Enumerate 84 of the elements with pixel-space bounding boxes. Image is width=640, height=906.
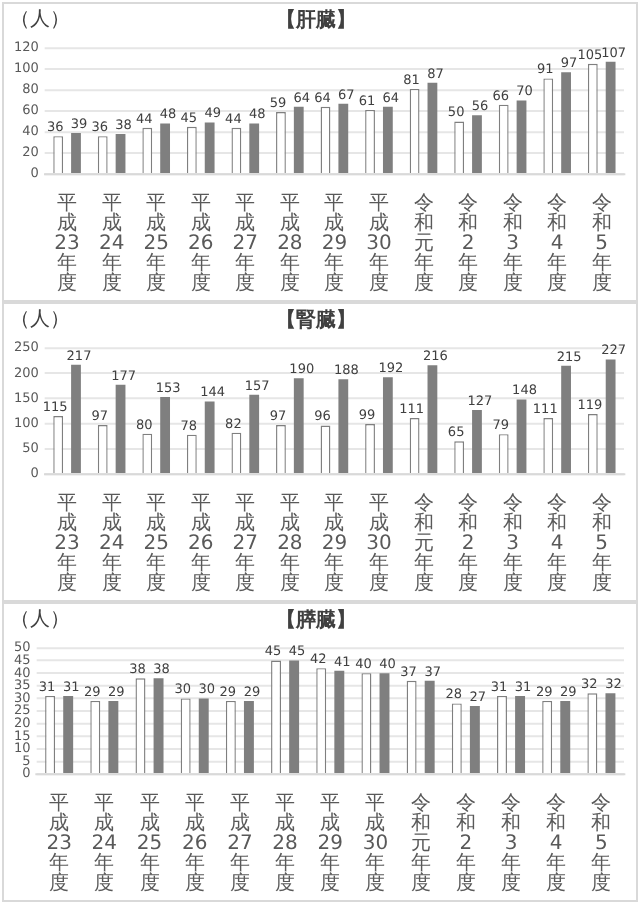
bar bbox=[249, 123, 260, 173]
x-tick-label: 令和3年度 bbox=[502, 491, 523, 596]
x-tick-label: 平成23年度 bbox=[54, 193, 80, 296]
bar bbox=[293, 106, 304, 173]
bar bbox=[424, 680, 435, 773]
x-tick-label: 平成30年度 bbox=[366, 493, 392, 596]
x-tick-label: 平成24年度 bbox=[98, 193, 125, 296]
x-tick-label: 令和5年度 bbox=[591, 491, 612, 596]
bar bbox=[249, 394, 260, 473]
bar bbox=[293, 378, 304, 473]
bar bbox=[516, 399, 527, 473]
bar bbox=[63, 695, 74, 773]
x-tick-label: 令和元年度 bbox=[413, 191, 434, 296]
chart-title: 【肝臓】 bbox=[276, 8, 356, 33]
x-tick-label: 平成26年度 bbox=[188, 493, 214, 596]
bar bbox=[71, 364, 81, 473]
bar bbox=[243, 700, 254, 773]
x-tick-label: 令和元年度 bbox=[413, 491, 434, 596]
x-tick-label: 平成25年度 bbox=[136, 793, 163, 896]
bar bbox=[71, 133, 81, 173]
bar bbox=[198, 698, 209, 773]
x-tick-label: 平成27年度 bbox=[232, 193, 259, 296]
x-tick-label: 平成30年度 bbox=[366, 193, 392, 296]
bar bbox=[515, 695, 526, 773]
x-tick-label: 令和4年度 bbox=[547, 491, 568, 596]
bar bbox=[382, 377, 393, 473]
bar bbox=[160, 396, 171, 473]
x-tick-label: 令和元年度 bbox=[410, 791, 431, 896]
x-tick-label: 平成25年度 bbox=[143, 493, 169, 596]
x-tick-label: 平成24年度 bbox=[91, 793, 118, 896]
bar bbox=[605, 693, 616, 773]
x-tick-label: 平成26年度 bbox=[181, 793, 208, 896]
x-tick-label: 平成28年度 bbox=[272, 793, 298, 896]
bar bbox=[605, 359, 616, 473]
bar bbox=[382, 106, 393, 173]
bar bbox=[334, 670, 345, 773]
x-tick-label: 令和2年度 bbox=[458, 191, 479, 296]
bar bbox=[289, 660, 300, 773]
x-tick-label: 令和5年度 bbox=[591, 791, 612, 896]
bar bbox=[204, 401, 215, 473]
x-tick-label: 平成23年度 bbox=[46, 793, 72, 896]
y-axis-title: （人） bbox=[10, 9, 70, 32]
x-tick-label: 令和4年度 bbox=[546, 791, 567, 896]
bar bbox=[560, 700, 571, 773]
x-tick-label: 平成24年度 bbox=[98, 493, 125, 596]
bar bbox=[204, 122, 215, 173]
x-tick-label: 平成27年度 bbox=[232, 493, 259, 596]
bar bbox=[427, 82, 438, 173]
bar bbox=[115, 384, 126, 473]
x-tick-label: 令和3年度 bbox=[501, 791, 522, 896]
bar bbox=[108, 700, 119, 773]
x-tick-label: 令和5年度 bbox=[591, 191, 612, 296]
chart-title: 【腎臓】 bbox=[276, 308, 356, 333]
bar bbox=[427, 365, 438, 473]
x-tick-label: 平成26年度 bbox=[188, 193, 214, 296]
bar bbox=[153, 678, 164, 773]
x-tick-label: 平成23年度 bbox=[54, 493, 80, 596]
x-tick-label: 平成29年度 bbox=[317, 793, 344, 896]
bar bbox=[605, 61, 616, 173]
x-tick-label: 令和4年度 bbox=[547, 191, 568, 296]
x-tick-label: 平成30年度 bbox=[362, 793, 389, 896]
x-tick-label: 平成25年度 bbox=[143, 193, 169, 296]
bar bbox=[472, 409, 482, 473]
chart-title: 【膵臓】 bbox=[276, 608, 356, 633]
bar bbox=[469, 705, 480, 773]
x-tick-label: 平成27年度 bbox=[227, 793, 253, 896]
x-tick-label: 令和3年度 bbox=[502, 191, 523, 296]
bar bbox=[561, 365, 571, 473]
x-tick-label: 令和2年度 bbox=[458, 491, 479, 596]
bar bbox=[379, 673, 390, 773]
bar bbox=[160, 123, 171, 173]
bar bbox=[338, 379, 349, 473]
x-tick-label: 平成28年度 bbox=[277, 493, 303, 596]
y-axis-title: （人） bbox=[10, 309, 70, 332]
y-axis-title: （人） bbox=[10, 609, 70, 632]
x-tick-label: 平成29年度 bbox=[321, 493, 348, 596]
bar bbox=[338, 103, 349, 173]
x-tick-label: 平成29年度 bbox=[321, 193, 348, 296]
bar bbox=[516, 100, 527, 173]
x-tick-label: 令和2年度 bbox=[455, 791, 476, 896]
x-tick-label: 平成28年度 bbox=[277, 193, 303, 296]
bar bbox=[561, 72, 571, 173]
bar bbox=[115, 134, 126, 173]
bar bbox=[472, 115, 482, 173]
